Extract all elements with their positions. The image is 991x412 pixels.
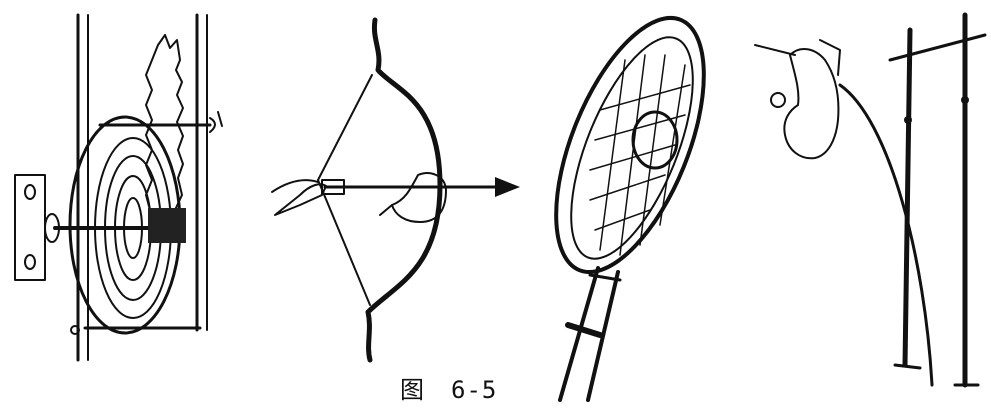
figure-caption: 图 6-5 [400,370,497,405]
pole-vaulter [754,12,987,388]
caption-number: 6-5 [451,376,498,404]
clock-spring-mechanism [14,13,223,362]
caption-prefix: 图 [400,376,425,404]
tennis-racket [554,15,706,402]
bow-and-arrow [271,17,520,363]
